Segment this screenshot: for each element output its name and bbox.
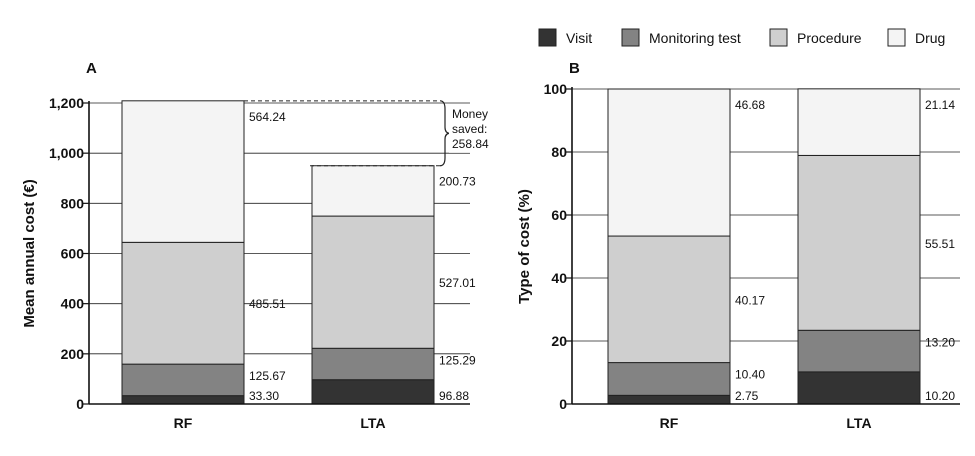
data-label-drug: 21.14 bbox=[925, 98, 955, 112]
y-tick-label: 80 bbox=[551, 144, 567, 160]
panel-label: B bbox=[569, 60, 580, 77]
y-tick-label: 0 bbox=[76, 396, 84, 412]
y-axis-title: Mean annual cost (€) bbox=[21, 179, 38, 327]
data-label-monitoring: 125.29 bbox=[439, 353, 476, 367]
y-tick-label: 20 bbox=[551, 333, 567, 349]
data-label-drug: 46.68 bbox=[735, 98, 765, 112]
y-tick-label: 0 bbox=[559, 396, 567, 412]
bar-segment-visit-lta bbox=[311, 379, 435, 405]
savings-label-line: 258.84 bbox=[452, 137, 489, 151]
savings-brace bbox=[439, 100, 451, 167]
data-label-procedure: 527.01 bbox=[439, 276, 476, 290]
data-label-monitoring: 10.40 bbox=[735, 368, 765, 382]
legend-swatch-drug bbox=[887, 28, 906, 47]
data-label-monitoring: 13.20 bbox=[925, 335, 955, 349]
panel-b-chart: B Type of cost (%) 0 20 40 60 80 100 RF LTA 2.75 10… bbox=[516, 60, 960, 431]
legend-label-drug: Drug bbox=[915, 30, 945, 46]
data-label-visit: 2.75 bbox=[735, 389, 759, 403]
data-label-monitoring: 125.67 bbox=[249, 369, 286, 383]
bar-segment-visit-rf bbox=[607, 394, 731, 405]
x-category-label: RF bbox=[660, 415, 679, 431]
data-label-procedure: 485.51 bbox=[249, 297, 286, 311]
legend-label-monitoring: Monitoring test bbox=[649, 30, 741, 46]
y-tick-label: 600 bbox=[61, 246, 85, 262]
bar-segment-drug-lta bbox=[797, 88, 921, 156]
y-tick-label: 1,000 bbox=[49, 145, 84, 161]
savings-label-line: saved: bbox=[452, 122, 487, 136]
bar-segment-drug-rf bbox=[121, 100, 245, 243]
y-tick-label: 100 bbox=[544, 81, 568, 97]
y-tick-label: 200 bbox=[61, 346, 85, 362]
bar-segment-procedure-rf bbox=[607, 235, 731, 364]
x-category-label: LTA bbox=[360, 415, 385, 431]
bar-segment-drug-rf bbox=[607, 88, 731, 237]
legend-label-visit: Visit bbox=[566, 30, 592, 46]
bar-segment-visit-lta bbox=[797, 371, 921, 405]
legend-swatch-visit bbox=[538, 28, 557, 47]
savings-label-background bbox=[449, 104, 507, 153]
y-tick-label: 60 bbox=[551, 207, 567, 223]
bar-segment-procedure-lta bbox=[311, 215, 435, 349]
data-label-visit: 96.88 bbox=[439, 389, 469, 403]
panel-a-chart: A Mean annual cost (€) 0 200 400 600 800 1,000 1… bbox=[21, 60, 507, 431]
x-category-label: RF bbox=[174, 415, 193, 431]
savings-label-line: Money bbox=[452, 107, 488, 121]
x-category-label: LTA bbox=[846, 415, 871, 431]
data-label-procedure: 40.17 bbox=[735, 293, 765, 307]
bar-segment-monitoring-rf bbox=[607, 362, 731, 396]
bar-segment-monitoring-rf bbox=[121, 363, 245, 397]
data-label-visit: 33.30 bbox=[249, 389, 279, 403]
data-label-drug: 200.73 bbox=[439, 175, 476, 189]
legend: Visit Monitoring test Procedure Drug bbox=[538, 28, 945, 47]
y-axis-title: Type of cost (%) bbox=[516, 189, 533, 304]
bar-segment-monitoring-lta bbox=[797, 329, 921, 373]
y-tick-label: 1,200 bbox=[49, 95, 84, 111]
legend-swatch-monitoring bbox=[621, 28, 640, 47]
y-tick-label: 40 bbox=[551, 270, 567, 286]
y-tick-label: 800 bbox=[61, 195, 85, 211]
bar-segment-visit-rf bbox=[121, 395, 245, 405]
bar-segment-drug-lta bbox=[311, 165, 435, 217]
bar-segment-monitoring-lta bbox=[311, 347, 435, 381]
y-tick-label: 400 bbox=[61, 296, 85, 312]
legend-swatch-procedure bbox=[769, 28, 788, 47]
legend-label-procedure: Procedure bbox=[797, 30, 862, 46]
bar-segment-procedure-rf bbox=[121, 241, 245, 365]
data-label-procedure: 55.51 bbox=[925, 237, 955, 251]
data-label-visit: 10.20 bbox=[925, 389, 955, 403]
bar-segment-procedure-lta bbox=[797, 154, 921, 331]
panel-label: A bbox=[86, 60, 97, 77]
data-label-drug: 564.24 bbox=[249, 110, 286, 124]
